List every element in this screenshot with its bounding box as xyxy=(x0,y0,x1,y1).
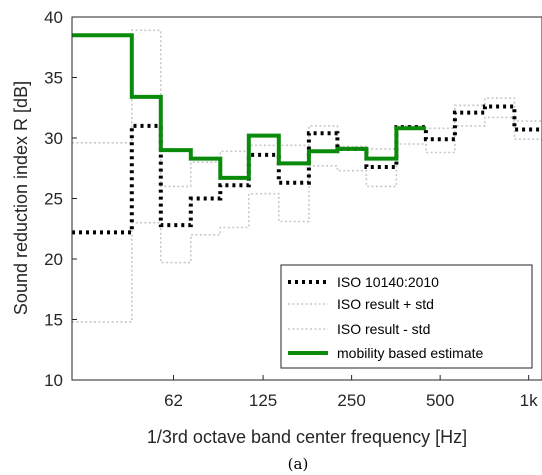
x-tick-label-125: 125 xyxy=(249,391,277,410)
x-tick-label-1k: 1k xyxy=(520,391,538,410)
legend-label-iso-plus-std: ISO result + std xyxy=(337,296,434,312)
series-line-iso-result-std xyxy=(72,116,542,323)
x-tick-label-250: 250 xyxy=(337,391,365,410)
y-axis-label: Sound reduction index R [dB] xyxy=(11,81,31,315)
x-axis-label: 1/3rd octave band center frequency [Hz] xyxy=(147,427,467,447)
x-tick-label-62: 62 xyxy=(164,391,183,410)
figure-caption: (a) xyxy=(288,455,309,473)
legend-label-iso-minus-std: ISO result - std xyxy=(337,321,430,337)
y-tick-label-35: 35 xyxy=(44,69,63,88)
y-tick-label-25: 25 xyxy=(44,190,63,209)
y-tick-label-40: 40 xyxy=(44,8,63,27)
series-line-iso-result-std xyxy=(72,29,542,188)
y-tick-label-10: 10 xyxy=(44,371,63,390)
legend-box xyxy=(280,264,533,369)
x-tick-label-500: 500 xyxy=(426,391,454,410)
y-tick-label-30: 30 xyxy=(44,129,63,148)
y-tick-label-20: 20 xyxy=(44,250,63,269)
series-line-mobility-based-estimate xyxy=(72,33,426,180)
y-tick-label-15: 15 xyxy=(44,311,63,330)
series-line-iso-10140-2010 xyxy=(72,104,542,235)
legend-label-mobility-estimate: mobility based estimate xyxy=(337,345,484,361)
series-layer xyxy=(72,29,542,323)
legend-label-iso-10140: ISO 10140:2010 xyxy=(337,274,439,290)
ticks-layer: 10 15 20 25 30 35 40 62 125 250 500 1k xyxy=(44,8,538,410)
legend: ISO 10140:2010 ISO result + std ISO resu… xyxy=(280,264,533,369)
